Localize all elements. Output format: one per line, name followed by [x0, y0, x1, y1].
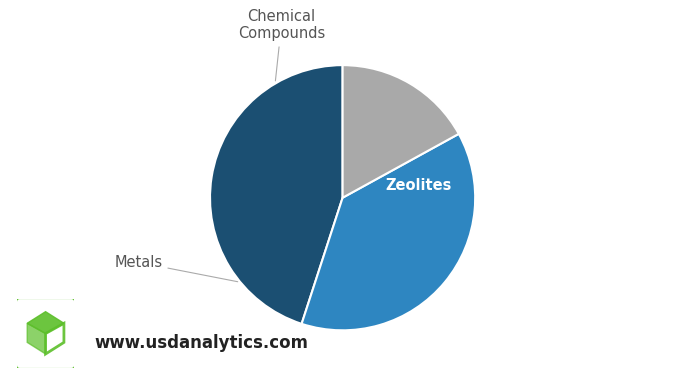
Wedge shape [210, 65, 343, 324]
Text: www.usdanalytics.com: www.usdanalytics.com [95, 335, 308, 352]
Wedge shape [302, 134, 475, 330]
Polygon shape [27, 323, 46, 354]
Text: Chemical
Compounds: Chemical Compounds [238, 9, 325, 81]
Wedge shape [343, 65, 459, 198]
Text: Metals: Metals [114, 255, 238, 282]
Polygon shape [27, 312, 64, 334]
Text: Zeolites: Zeolites [385, 178, 452, 193]
